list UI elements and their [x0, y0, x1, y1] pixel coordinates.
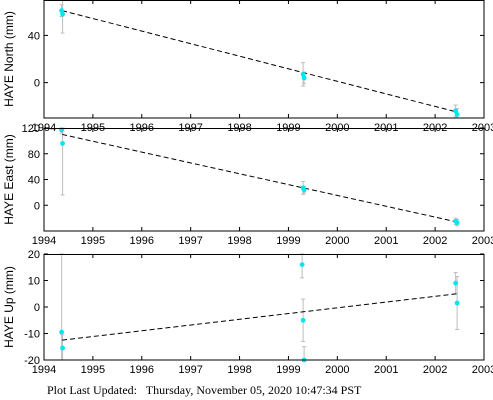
x-tick-label: 1998	[227, 364, 251, 376]
x-tick-label: 2002	[423, 235, 447, 247]
y-tick-label: 0	[34, 302, 40, 314]
trend-line	[61, 10, 458, 113]
data-point	[453, 280, 459, 286]
footer-label: Plot Last Updated:	[47, 383, 137, 397]
y-tick-label: 80	[28, 149, 40, 161]
panel-2: 1994 1995 1996 1997 1998 1999 2000 2001 2002 2003…	[2, 123, 493, 247]
x-tick-label: 1995	[81, 235, 105, 247]
data-point	[454, 112, 460, 117]
data-point	[60, 141, 65, 146]
plot-frame	[43, 0, 485, 119]
x-tick-label: 2001	[374, 364, 398, 376]
y-tick-label: -10	[24, 329, 40, 341]
y-axis-label: HAYE North (mm)	[2, 11, 16, 107]
x-tick-label: 1999	[276, 235, 300, 247]
x-tick-label: 1995	[81, 364, 105, 376]
x-tick-label: 1998	[227, 235, 251, 247]
data-point	[300, 317, 306, 323]
y-axis-label: HAYE Up (mm)	[2, 266, 16, 348]
panel-3: 1994 1995 1996 1997 1998 1999 2000 2001 2002 2003…	[2, 249, 493, 376]
data-point	[454, 220, 460, 226]
panel-1: 1994199519961997199819992000200120022003…	[2, 0, 493, 134]
y-tick-label: 120	[22, 123, 40, 135]
y-tick-label: 0	[34, 200, 40, 212]
x-tick-label: 2001	[374, 235, 398, 247]
data-point	[454, 300, 460, 306]
x-tick-label: 2002	[423, 364, 447, 376]
data-point	[59, 329, 64, 335]
y-tick-label: 0	[34, 78, 40, 90]
x-tick-label: 1996	[130, 235, 154, 247]
data-point	[301, 187, 307, 193]
trend-line	[61, 133, 458, 223]
y-tick-label: 40	[28, 175, 40, 187]
data-point	[60, 345, 65, 351]
x-tick-label: 1996	[130, 364, 154, 376]
y-tick-label: -20	[24, 355, 40, 367]
y-axis-label: HAYE East (mm)	[2, 134, 16, 224]
y-tick-label: 40	[28, 30, 40, 42]
x-tick-label: 1997	[178, 235, 202, 247]
data-point	[60, 11, 65, 17]
plot-frame	[43, 128, 485, 232]
x-tick-label: 2003	[472, 235, 493, 247]
footer-timestamp: Thursday, November 05, 2020 10:47:34 PST	[145, 383, 362, 397]
y-tick-label: 20	[28, 249, 40, 261]
x-tick-label: 2003	[472, 364, 493, 376]
y-tick-label: 10	[28, 276, 40, 288]
data-point	[301, 75, 307, 81]
trend-line	[62, 293, 458, 341]
x-tick-label: 2000	[325, 235, 349, 247]
plot-frame	[43, 254, 485, 361]
plot-updated-footer: Plot Last Updated: Thursday, November 05…	[47, 383, 361, 398]
x-tick-label: 1994	[32, 364, 56, 376]
x-tick-label: 1997	[178, 364, 202, 376]
data-point	[299, 262, 305, 267]
x-tick-label: 1999	[276, 364, 300, 376]
x-tick-label: 1994	[32, 235, 56, 247]
x-tick-label: 2000	[325, 364, 349, 376]
